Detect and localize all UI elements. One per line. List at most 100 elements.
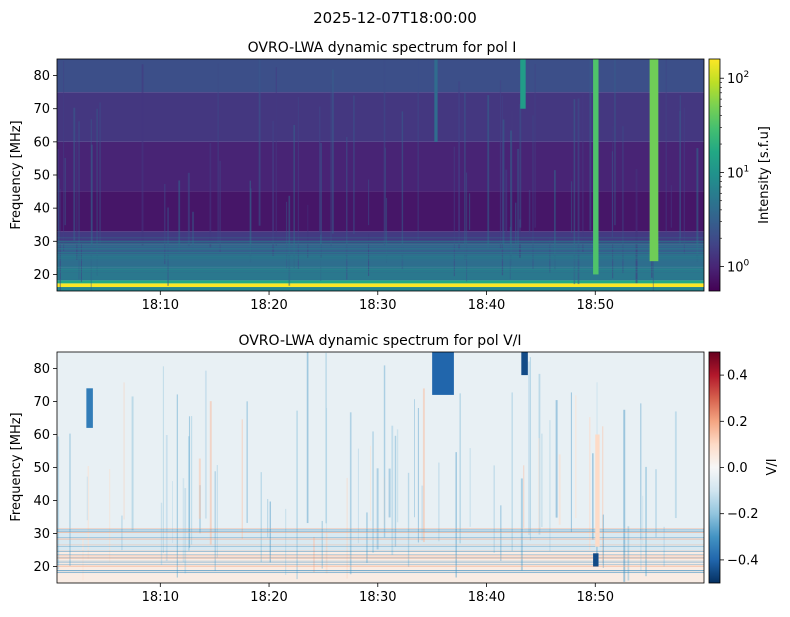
texture-streak (192, 211, 194, 254)
frequency-band (57, 287, 704, 291)
y-tick-label: 80 (33, 69, 50, 84)
texture-streak (534, 64, 536, 228)
texture-streak (627, 526, 630, 581)
texture-streak (58, 178, 60, 251)
texture-streak (635, 168, 638, 284)
texture-streak (204, 370, 207, 519)
texture-line (57, 530, 704, 532)
texture-streak (464, 92, 466, 260)
texture-streak (469, 448, 471, 527)
texture-streak (293, 124, 295, 269)
y-tick-label: 70 (33, 102, 50, 117)
texture-line (57, 257, 704, 259)
y-tick-label: 20 (33, 560, 50, 575)
texture-streak (123, 382, 125, 520)
texture-streak (306, 352, 309, 524)
texture-streak (349, 412, 352, 575)
texture-streak (353, 95, 355, 234)
texture-streak (367, 179, 370, 226)
texture-streak (275, 67, 277, 246)
texture-streak (59, 188, 61, 291)
texture-line (57, 562, 704, 564)
texture-streak (511, 392, 513, 551)
texture-streak (541, 433, 543, 528)
texture-streak (574, 395, 577, 519)
y-tick-label: 40 (33, 494, 50, 509)
texture-line (57, 244, 704, 245)
y-tick-label: 30 (33, 527, 50, 542)
texture-streak (187, 436, 190, 551)
y-tick-label: 60 (33, 428, 50, 443)
texture-streak (453, 146, 455, 277)
texture-line (57, 538, 704, 540)
texture-line (57, 245, 704, 247)
texture-streak (320, 142, 322, 259)
texture-streak (655, 469, 657, 538)
texture-streak (131, 396, 134, 531)
texture-streak (589, 417, 591, 550)
texture-line (57, 243, 704, 244)
texture-streak (86, 476, 88, 521)
texture-streak (267, 499, 269, 538)
texture-streak (285, 508, 287, 575)
texture-streak (538, 438, 540, 531)
texture-streak (160, 502, 163, 565)
texture-line (57, 555, 704, 557)
texture-streak (501, 95, 504, 276)
x-tick-label: 18:20 (250, 298, 287, 313)
texture-streak (622, 126, 624, 274)
y-tick-label: 70 (33, 395, 50, 410)
texture-streak (499, 80, 502, 249)
burst-feature (86, 388, 93, 428)
texture-streak (396, 429, 399, 523)
colorbar-tick-label: 0.4 (727, 369, 748, 384)
colorbar-gradient (708, 58, 721, 292)
texture-streak (250, 188, 252, 256)
frequency-band (57, 254, 704, 268)
texture-line (57, 271, 704, 273)
texture-streak (357, 448, 359, 544)
colorbar-tick-label: −0.4 (727, 553, 759, 568)
texture-streak (325, 532, 328, 574)
texture-streak (187, 172, 190, 247)
texture-line (57, 259, 704, 261)
burst-feature (521, 352, 528, 376)
texture-streak (325, 352, 327, 524)
texture-streak (176, 394, 178, 578)
texture-streak (383, 365, 386, 538)
texture-streak (519, 219, 521, 258)
y-tick-label: 40 (33, 202, 50, 217)
texture-streak (99, 102, 101, 243)
texture-streak (679, 110, 681, 244)
texture-streak (500, 505, 502, 561)
texture-streak (297, 96, 299, 269)
colorbar-label: V/I (765, 458, 780, 475)
texture-line (57, 565, 704, 567)
texture-streak (269, 501, 272, 563)
panel-title: OVRO-LWA dynamic spectrum for pol V/I (238, 333, 521, 349)
x-tick-label: 18:10 (142, 590, 179, 605)
texture-streak (422, 388, 425, 543)
texture-streak (640, 523, 642, 571)
texture-streak (330, 84, 332, 247)
texture-streak (511, 110, 513, 243)
texture-streak (109, 468, 111, 563)
y-tick-label: 50 (33, 461, 50, 476)
colorbar-label: Intensity [s.f.u] (757, 126, 772, 224)
texture-streak (249, 180, 252, 263)
texture-streak (318, 106, 321, 233)
heatmap-plot-area (56, 351, 705, 584)
texture-streak (683, 107, 685, 254)
texture-streak (162, 366, 164, 554)
frequency-band (57, 59, 704, 93)
texture-streak (549, 237, 551, 273)
texture-streak (558, 454, 561, 525)
texture-streak (417, 59, 419, 240)
texture-streak (167, 207, 169, 286)
texture-streak (570, 392, 572, 533)
y-axis: 20 30 40 50 60 70 80 (33, 69, 57, 283)
texture-streak (640, 403, 642, 540)
texture-streak (64, 157, 66, 226)
texture-line (57, 251, 704, 253)
texture-streak (555, 400, 558, 518)
